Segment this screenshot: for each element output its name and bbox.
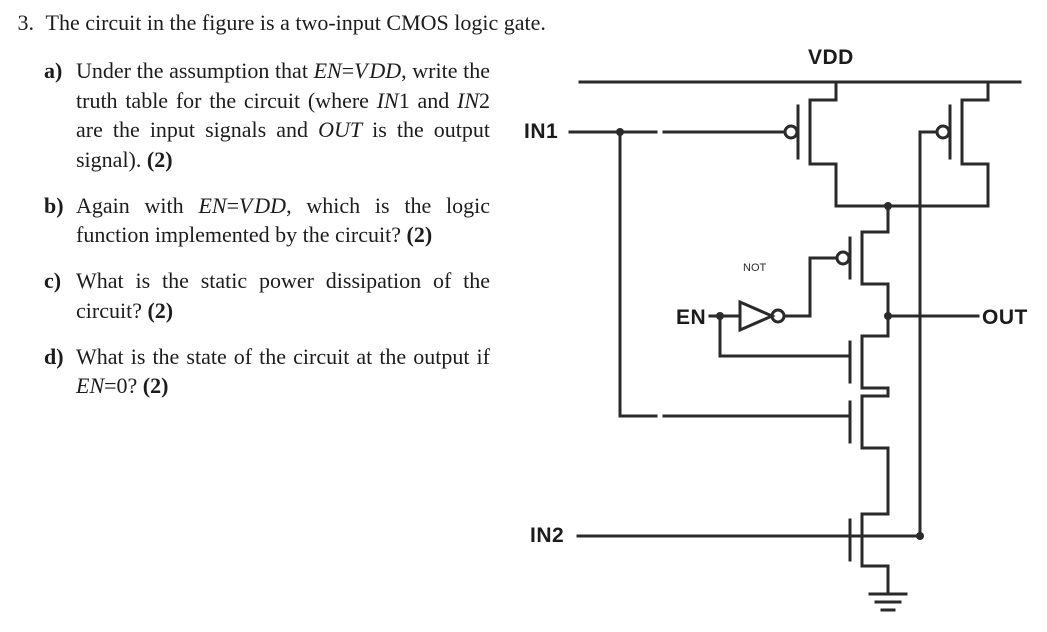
label-en: EN [676, 304, 706, 332]
label-out: OUT [982, 304, 1028, 332]
circuit-figure: VDD IN1 EN OUT IN2 [510, 46, 1030, 626]
part-b: b) Again with EN=V DD, which is the logi… [44, 191, 490, 250]
label-vdd: VDD [808, 44, 854, 72]
part-label: b) [44, 191, 76, 250]
part-text: Again with EN=V DD, which is the logic f… [76, 191, 490, 250]
label-in2: IN2 [530, 522, 564, 550]
circuit-svg: NOT [510, 46, 1030, 626]
part-a: a) Under the assumption that EN=V DD, wr… [44, 56, 490, 175]
part-c: c) What is the static power dissipation … [44, 266, 490, 325]
question-stem: 3. The circuit in the figure is a two-in… [0, 8, 1020, 38]
part-label: a) [44, 56, 76, 175]
part-text: Under the assumption that EN=V DD, write… [76, 56, 490, 175]
part-label: c) [44, 266, 76, 325]
question-parts: a) Under the assumption that EN=V DD, wr… [44, 56, 490, 417]
part-text: What is the static power dissipation of … [76, 266, 490, 325]
svg-text:NOT: NOT [743, 262, 767, 274]
question-number: 3. [0, 8, 34, 38]
part-label: d) [44, 342, 76, 401]
part-text: What is the state of the circuit at the … [76, 342, 490, 401]
part-d: d) What is the state of the circuit at t… [44, 342, 490, 401]
label-in1: IN1 [524, 118, 558, 146]
question-stem-text: The circuit in the figure is a two-input… [40, 10, 546, 35]
